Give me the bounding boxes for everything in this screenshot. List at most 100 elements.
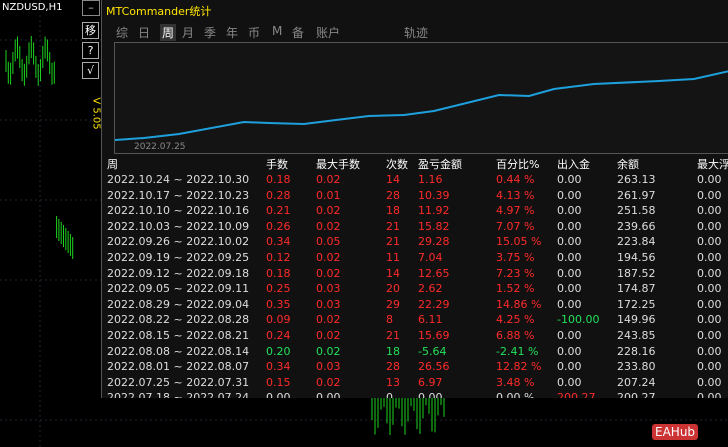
value-cell: 18 <box>386 344 400 358</box>
value-cell: 21 <box>386 235 400 249</box>
value-cell: 243.85 <box>617 329 656 342</box>
value-cell: 29 <box>386 297 400 311</box>
tab[interactable]: 周 <box>160 24 177 41</box>
week-cell: 2022.08.22 ~ 2022.08.28 <box>107 313 250 327</box>
value-cell: 0.15 <box>266 375 291 389</box>
version-label: V 5.05 <box>90 97 102 130</box>
tab[interactable]: 年 <box>226 26 239 40</box>
column-header: 出入金 <box>557 158 590 171</box>
side-button[interactable]: 移 <box>82 22 99 39</box>
column-header: 次数 <box>386 158 408 171</box>
week-cell: 2022.10.03 ~ 2022.10.09 <box>107 219 250 233</box>
column-header: 周 <box>107 158 118 171</box>
value-cell: 0.00 <box>697 266 722 280</box>
value-cell: 13 <box>386 375 400 389</box>
value-cell: 0.02 <box>316 219 341 233</box>
value-cell: 0.00 <box>557 297 582 311</box>
value-cell: 0.00 <box>557 329 582 342</box>
value-cell: 0.00 <box>557 266 582 280</box>
tab[interactable]: 账户 <box>316 26 341 40</box>
value-cell: 0.12 <box>266 251 291 264</box>
value-cell: 0.00 <box>557 219 582 233</box>
value-cell: 0.00 <box>557 173 582 186</box>
value-cell: 4.13 % <box>496 188 535 202</box>
value-cell: 12.65 <box>418 266 450 280</box>
value-cell: 15.82 <box>418 219 450 233</box>
tab[interactable]: 币 <box>248 26 261 40</box>
value-cell: 1.16 <box>418 173 443 186</box>
stats-window: MTCommander统计 综日周月季年币 M 备账户 轨迹 2022.07.25 周… <box>101 0 728 398</box>
value-cell: 0.00 <box>557 344 582 358</box>
value-cell: 0.00 <box>697 282 722 296</box>
value-cell: 1.52 % <box>496 282 535 296</box>
tab[interactable]: 日 <box>138 26 151 40</box>
value-cell: 3.75 % <box>496 251 535 264</box>
value-cell: 0.00 <box>557 375 582 389</box>
value-cell: 0.00 % <box>496 391 535 398</box>
chart-date: 2022.07.25 <box>134 142 186 152</box>
value-cell: 0.00 <box>418 391 443 398</box>
tab[interactable]: 综 <box>116 26 129 40</box>
value-cell: 0.21 <box>266 204 291 218</box>
value-cell: 3.48 % <box>496 375 535 389</box>
tab[interactable]: 月 <box>182 26 195 40</box>
value-cell: 261.97 <box>617 188 656 202</box>
equity-chart <box>114 42 728 154</box>
week-cell: 2022.10.24 ~ 2022.10.30 <box>107 173 250 186</box>
minimize-button[interactable]: – <box>82 0 100 16</box>
value-cell: 28 <box>386 360 400 374</box>
value-cell: 172.25 <box>617 297 656 311</box>
value-cell: 15.05 % <box>496 235 542 249</box>
side-button[interactable]: ? <box>82 42 99 59</box>
value-cell: -5.64 <box>418 344 447 358</box>
week-cell: 2022.07.18 ~ 2022.07.24 <box>107 391 250 398</box>
tab[interactable]: 季 <box>204 26 217 40</box>
value-cell: 11.92 <box>418 204 450 218</box>
value-cell: 0.34 <box>266 360 291 374</box>
value-cell: 7.07 % <box>496 219 535 233</box>
value-cell: 0.02 <box>316 204 341 218</box>
value-cell: -100.00 <box>557 313 600 327</box>
value-cell: 0.05 <box>316 235 341 249</box>
watermark: EAHub <box>652 424 699 440</box>
value-cell: 0.02 <box>316 251 341 264</box>
value-cell: 21 <box>386 219 400 233</box>
value-cell: 14 <box>386 266 400 280</box>
value-cell: 10.39 <box>418 188 450 202</box>
value-cell: 194.56 <box>617 251 656 264</box>
week-cell: 2022.08.08 ~ 2022.08.14 <box>107 344 250 358</box>
value-cell: 207.24 <box>617 375 656 389</box>
value-cell: 0.00 <box>697 391 722 398</box>
value-cell: 11 <box>386 251 400 264</box>
value-cell: 0.00 <box>697 344 722 358</box>
value-cell: 0.18 <box>266 173 291 186</box>
value-cell: -2.41 % <box>496 344 539 358</box>
tab[interactable]: 备 <box>292 26 305 40</box>
value-cell: 2.62 <box>418 282 443 296</box>
value-cell: 0.26 <box>266 219 291 233</box>
value-cell: 6.97 <box>418 375 443 389</box>
column-header: 盈亏金额 <box>418 158 462 171</box>
value-cell: 0.09 <box>266 313 291 327</box>
side-button[interactable]: √ <box>82 62 99 79</box>
value-cell: 0.00 <box>697 375 722 389</box>
symbol-label: NZDUSD,H1 <box>2 2 63 13</box>
tab[interactable]: 轨迹 <box>404 26 429 40</box>
value-cell: 0.02 <box>316 329 341 342</box>
column-header: 百分比% <box>496 158 540 171</box>
value-cell: 0.00 <box>697 329 722 342</box>
value-cell: 7.04 <box>418 251 443 264</box>
column-header: 最大浮 <box>697 158 728 171</box>
value-cell: 21 <box>386 329 400 342</box>
value-cell: 263.13 <box>617 173 656 186</box>
value-cell: 0.00 <box>557 251 582 264</box>
value-cell: 0.00 <box>697 173 722 186</box>
value-cell: 251.58 <box>617 204 656 218</box>
week-cell: 2022.09.12 ~ 2022.09.18 <box>107 266 250 280</box>
value-cell: 7.23 % <box>496 266 535 280</box>
value-cell: 0 <box>386 391 393 398</box>
value-cell: 0.00 <box>697 235 722 249</box>
value-cell: 0.02 <box>316 375 341 389</box>
tab[interactable]: M <box>272 24 283 38</box>
